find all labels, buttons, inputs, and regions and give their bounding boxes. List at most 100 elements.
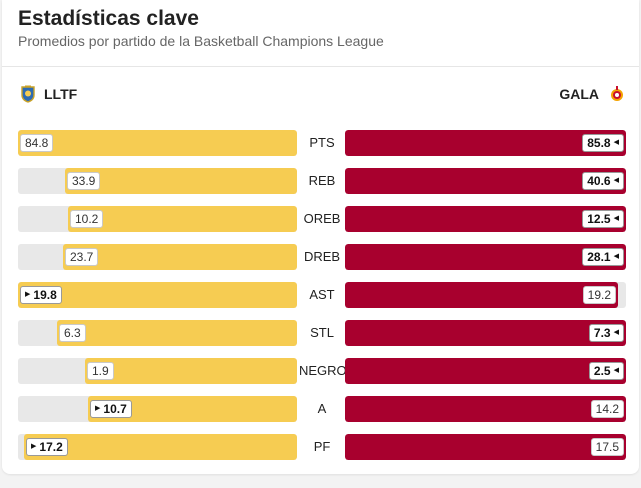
home-bar-track: ▶ 10.7	[18, 396, 297, 422]
home-bar-track: 33.9	[18, 168, 297, 194]
stat-row: 6.3 STL 7.3 ◀	[2, 320, 639, 346]
home-team: LLTF	[20, 84, 77, 104]
away-bar-track: 19.2	[345, 282, 626, 308]
home-stat-value: 23.7	[65, 248, 99, 266]
leader-arrow-icon: ▶	[95, 405, 101, 412]
stat-row: ▶ 17.2 PF 17.5	[2, 434, 639, 460]
home-bar-fill	[68, 206, 297, 232]
home-value-text: 84.8	[25, 136, 49, 150]
away-stat-value: 40.6 ◀	[582, 172, 624, 190]
away-stat-value: 2.5 ◀	[588, 362, 624, 380]
home-stat-value: 33.9	[67, 172, 101, 190]
home-stat-value: 84.8	[20, 134, 54, 152]
home-team-abbr: LLTF	[44, 86, 78, 102]
home-bar-track: 23.7	[18, 244, 297, 270]
home-bar-fill	[63, 244, 297, 270]
away-bar-fill	[345, 358, 626, 384]
away-value-text: 85.8	[587, 136, 611, 150]
home-value-text: 23.7	[70, 250, 94, 264]
home-value-text: 10.2	[75, 212, 99, 226]
away-bar-track: 14.2	[345, 396, 626, 422]
home-value-text: 1.9	[92, 364, 109, 378]
away-bar-fill	[345, 434, 626, 460]
away-value-text: 19.2	[587, 288, 611, 302]
leader-arrow-icon: ◀	[613, 329, 619, 336]
away-bar-track: 17.5	[345, 434, 626, 460]
away-bar-track: 12.5 ◀	[345, 206, 626, 232]
home-value-text: 10.7	[103, 402, 127, 416]
away-bar-fill	[345, 168, 626, 194]
leader-arrow-icon: ◀	[613, 139, 619, 146]
away-value-text: 28.1	[587, 250, 611, 264]
away-value-text: 14.2	[595, 402, 619, 416]
home-bar-fill	[65, 168, 297, 194]
home-value-text: 17.2	[39, 440, 63, 454]
away-value-text: 7.3	[593, 326, 611, 340]
stat-label: OREB	[303, 211, 341, 226]
stat-row: 1.9 NEGRO 2.5 ◀	[2, 358, 639, 384]
home-bar-track: 10.2	[18, 206, 297, 232]
home-bar-fill	[57, 320, 297, 346]
home-stat-value: ▶ 10.7	[90, 400, 132, 418]
away-bar-fill	[345, 244, 626, 270]
away-bar-track: 7.3 ◀	[345, 320, 626, 346]
stat-label: PF	[313, 439, 331, 454]
home-bar-track: ▶ 19.8	[18, 282, 297, 308]
stat-label: A	[317, 401, 327, 416]
leader-arrow-icon: ▶	[25, 291, 31, 298]
away-bar-track: 40.6 ◀	[345, 168, 626, 194]
away-value-text: 17.5	[595, 440, 619, 454]
away-bar-fill	[345, 282, 618, 308]
away-value-text: 12.5	[587, 212, 611, 226]
home-bar-track: 84.8	[18, 130, 297, 156]
leader-arrow-icon: ◀	[613, 253, 619, 260]
away-bar-track: 85.8 ◀	[345, 130, 626, 156]
stat-row: 33.9 REB 40.6 ◀	[2, 168, 639, 194]
stat-label: DREB	[303, 249, 341, 264]
away-stat-value: 19.2	[582, 286, 616, 304]
home-stat-value: 1.9	[87, 362, 114, 380]
leader-arrow-icon: ◀	[613, 367, 619, 374]
stat-row: 10.2 OREB 12.5 ◀	[2, 206, 639, 232]
away-stat-value: 12.5 ◀	[582, 210, 624, 228]
page-subtitle: Promedios por partido de la Basketball C…	[18, 33, 384, 49]
home-stat-value: ▶ 17.2	[26, 438, 68, 456]
away-bar-fill	[345, 320, 626, 346]
home-stat-value: 6.3	[59, 324, 86, 342]
away-value-text: 40.6	[587, 174, 611, 188]
galatasaray-crest-icon	[611, 86, 623, 101]
away-stat-value: 14.2	[590, 400, 624, 418]
leader-arrow-icon: ◀	[613, 177, 619, 184]
leader-arrow-icon: ◀	[613, 215, 619, 222]
divider	[2, 66, 639, 67]
home-bar-fill	[18, 282, 297, 308]
away-bar-fill	[345, 206, 626, 232]
stat-label: AST	[309, 287, 335, 302]
stat-row: ▶ 19.8 AST 19.2	[2, 282, 639, 308]
home-value-text: 19.8	[33, 288, 57, 302]
home-bar-fill	[24, 434, 297, 460]
stat-label: PTS	[309, 135, 335, 150]
stat-label: STL	[310, 325, 334, 340]
away-stat-value: 7.3 ◀	[588, 324, 624, 342]
page-title: Estadísticas clave	[18, 7, 199, 30]
home-bar-track: 1.9	[18, 358, 297, 384]
home-value-text: 6.3	[64, 326, 81, 340]
lltf-crest-icon	[21, 85, 35, 103]
home-bar-fill	[18, 130, 297, 156]
key-stats-card: Estadísticas clave Promedios por partido…	[2, 0, 639, 474]
away-team: GALA	[559, 84, 625, 104]
away-stat-value: 28.1 ◀	[582, 248, 624, 266]
away-stat-value: 85.8 ◀	[582, 134, 624, 152]
stat-label: NEGRO	[299, 363, 345, 378]
away-value-text: 2.5	[593, 364, 611, 378]
away-bar-track: 2.5 ◀	[345, 358, 626, 384]
stat-row: ▶ 10.7 A 14.2	[2, 396, 639, 422]
home-stat-value: ▶ 19.8	[20, 286, 62, 304]
stat-row: 84.8 PTS 85.8 ◀	[2, 130, 639, 156]
away-bar-fill	[345, 396, 626, 422]
away-stat-value: 17.5	[590, 438, 624, 456]
away-bar-track: 28.1 ◀	[345, 244, 626, 270]
stat-row: 23.7 DREB 28.1 ◀	[2, 244, 639, 270]
home-bar-fill	[85, 358, 297, 384]
